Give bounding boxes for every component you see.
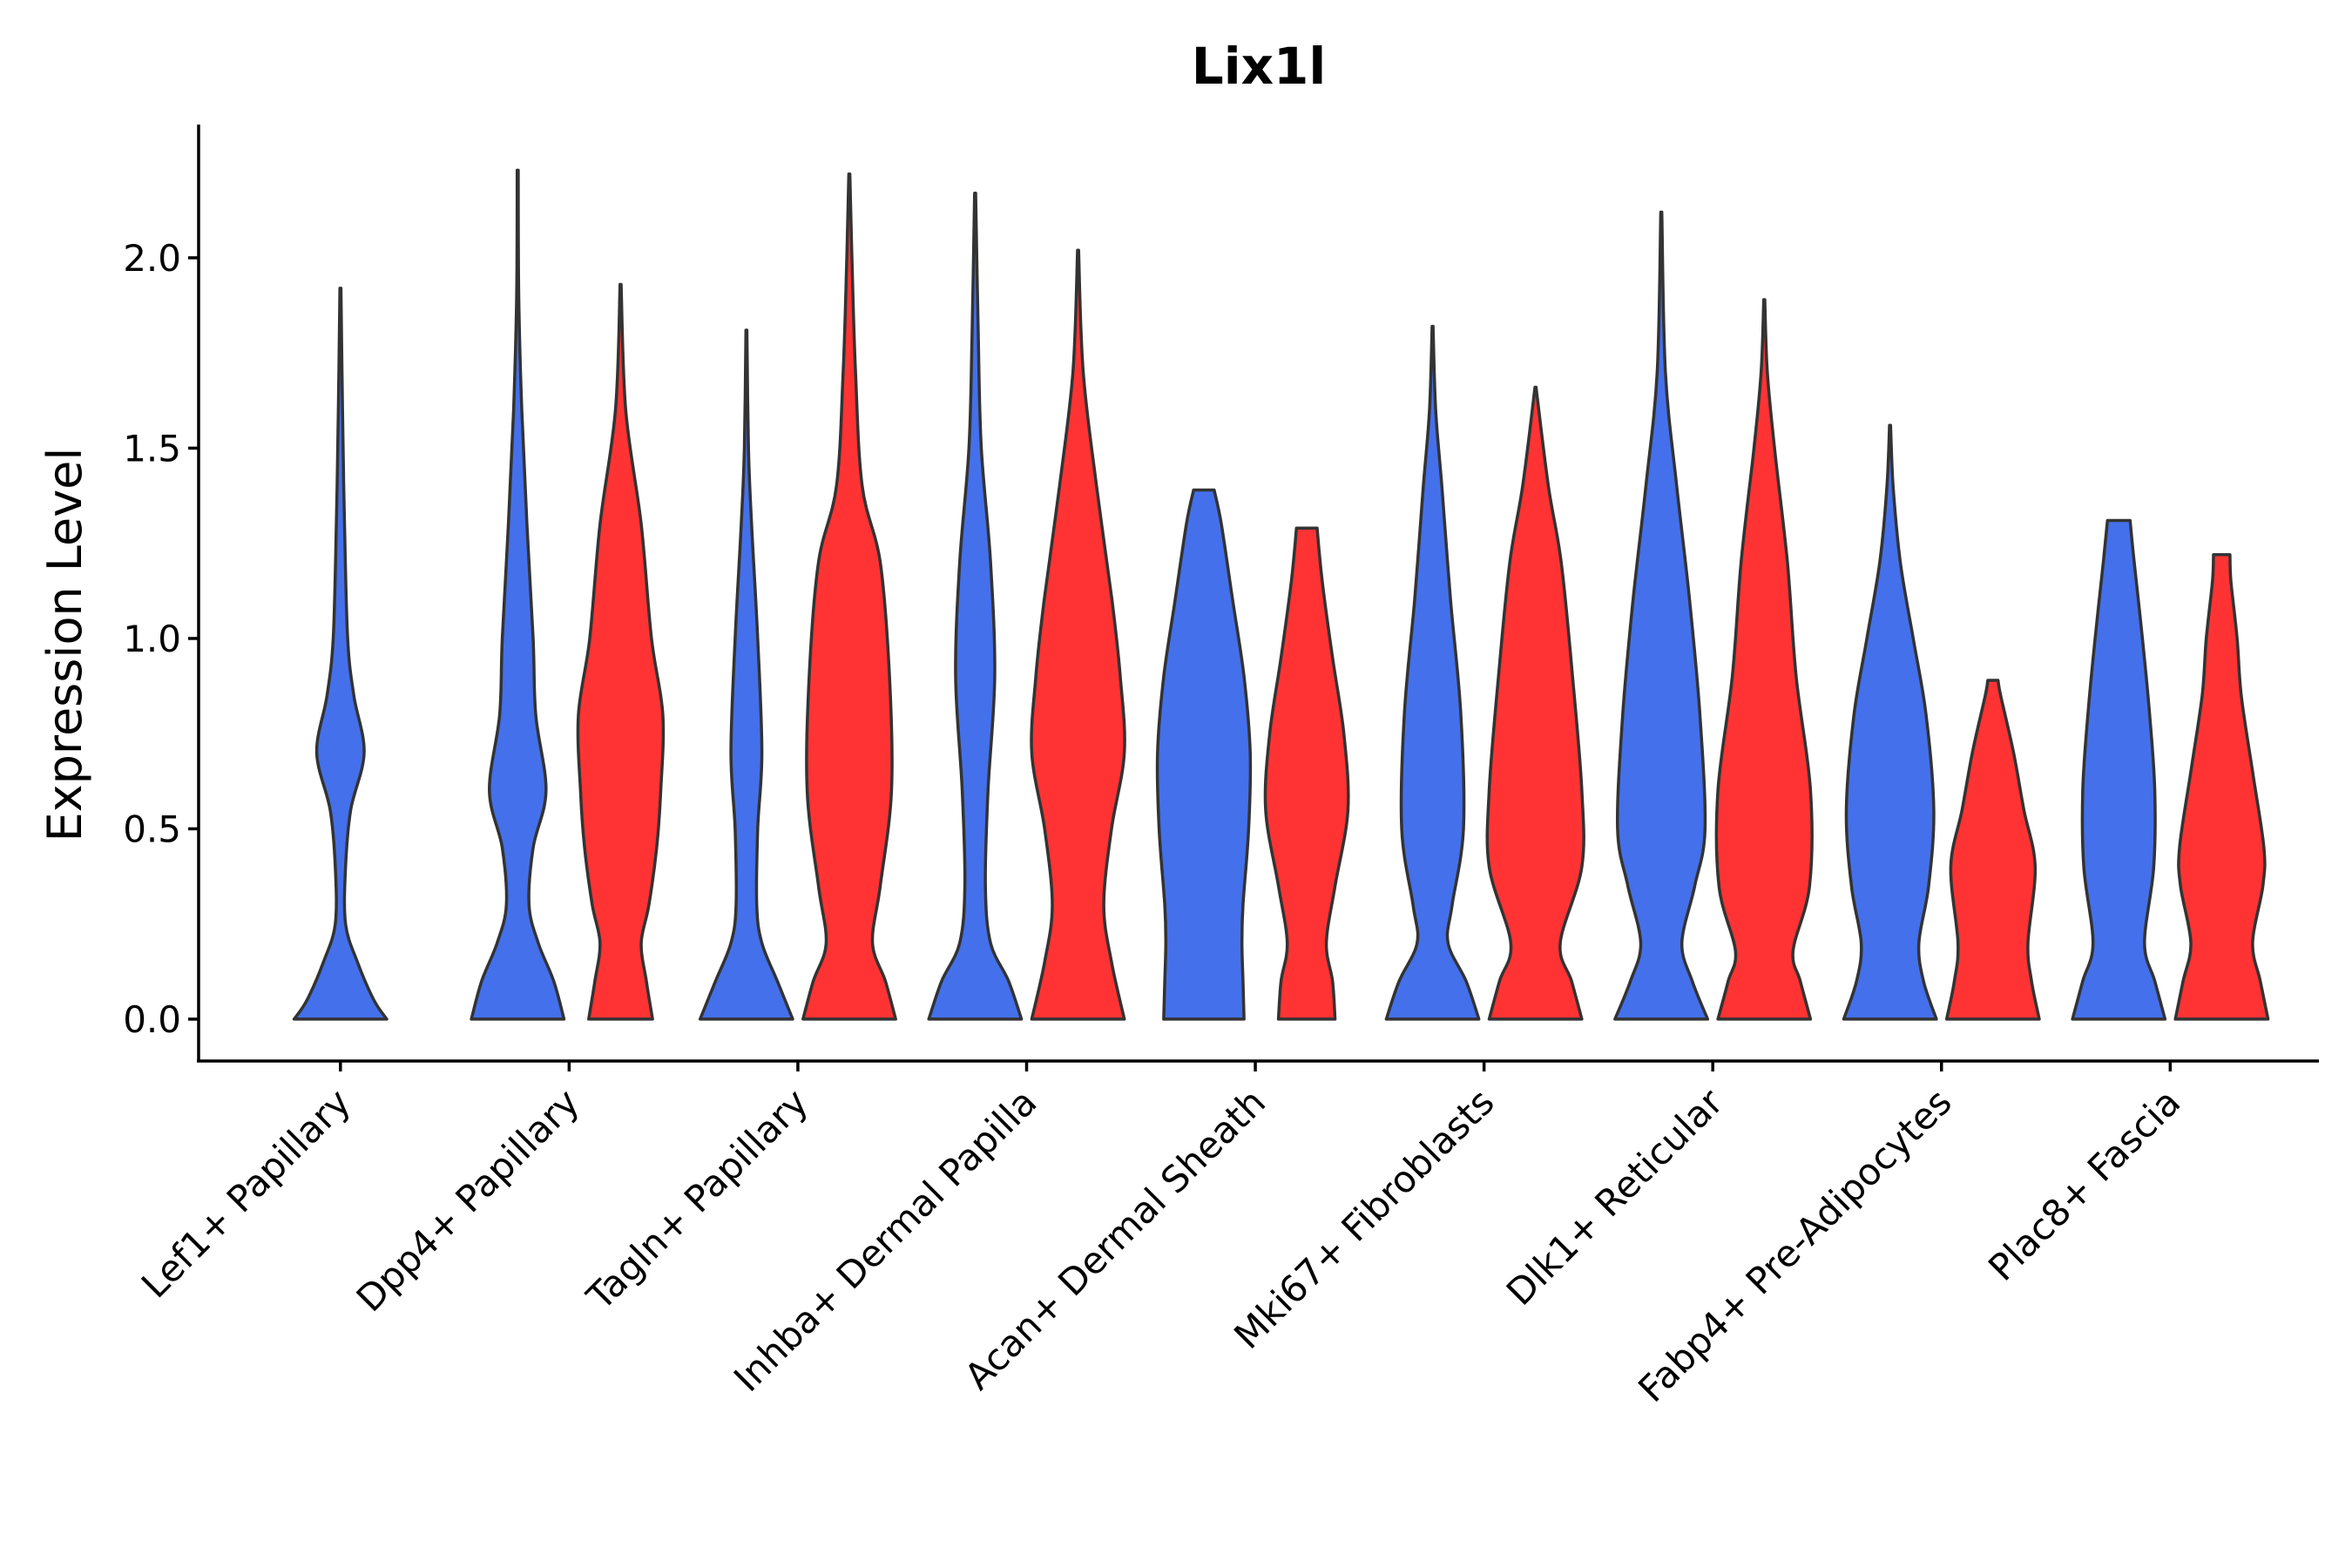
violins-group bbox=[292, 168, 2270, 1021]
violin-group1-0 bbox=[292, 287, 389, 1021]
x-tick-label: Lef1+ Papillary bbox=[133, 1080, 359, 1306]
chart-title: Lix1l bbox=[1192, 37, 1327, 96]
x-tick-label: Mki67+ Fibroblasts bbox=[1226, 1080, 1502, 1356]
violin-group2-3 bbox=[1030, 248, 1126, 1021]
x-tick-label: Tagln+ Papillary bbox=[578, 1080, 816, 1318]
violin-group1-1 bbox=[470, 168, 566, 1021]
y-tick-label: 0.0 bbox=[123, 998, 181, 1041]
y-axis-ticks: 0.0 0.5 1.0 1.5 2.0 bbox=[123, 237, 199, 1041]
y-axis-label: Expression Level bbox=[37, 448, 92, 842]
x-tick-label: Plac8+ Fascia bbox=[1980, 1080, 2188, 1288]
y-tick-label: 1.0 bbox=[123, 618, 181, 660]
violin-group1-7 bbox=[1842, 423, 1938, 1021]
y-tick-label: 0.5 bbox=[123, 808, 181, 850]
violin-group2-5 bbox=[1485, 385, 1585, 1021]
violin-group1-4 bbox=[1155, 488, 1253, 1021]
violin-group2-8 bbox=[2173, 553, 2270, 1021]
violin-group1-2 bbox=[698, 328, 794, 1021]
y-tick-label: 2.0 bbox=[123, 237, 181, 280]
violin-group2-1 bbox=[576, 282, 666, 1021]
y-tick-label: 1.5 bbox=[123, 427, 181, 470]
violin-group1-6 bbox=[1613, 210, 1710, 1021]
violin-group2-6 bbox=[1714, 298, 1814, 1021]
violin-group2-2 bbox=[801, 172, 897, 1021]
x-tick-label: Dlk1+ Reticular bbox=[1498, 1080, 1732, 1314]
violin-group1-8 bbox=[2071, 518, 2167, 1021]
x-tick-label: Dpp4+ Papillary bbox=[348, 1080, 588, 1320]
violin-group1-5 bbox=[1384, 324, 1481, 1021]
violin-group1-3 bbox=[927, 191, 1024, 1021]
violin-group2-7 bbox=[1944, 679, 2041, 1021]
violin-group2-4 bbox=[1263, 526, 1350, 1021]
